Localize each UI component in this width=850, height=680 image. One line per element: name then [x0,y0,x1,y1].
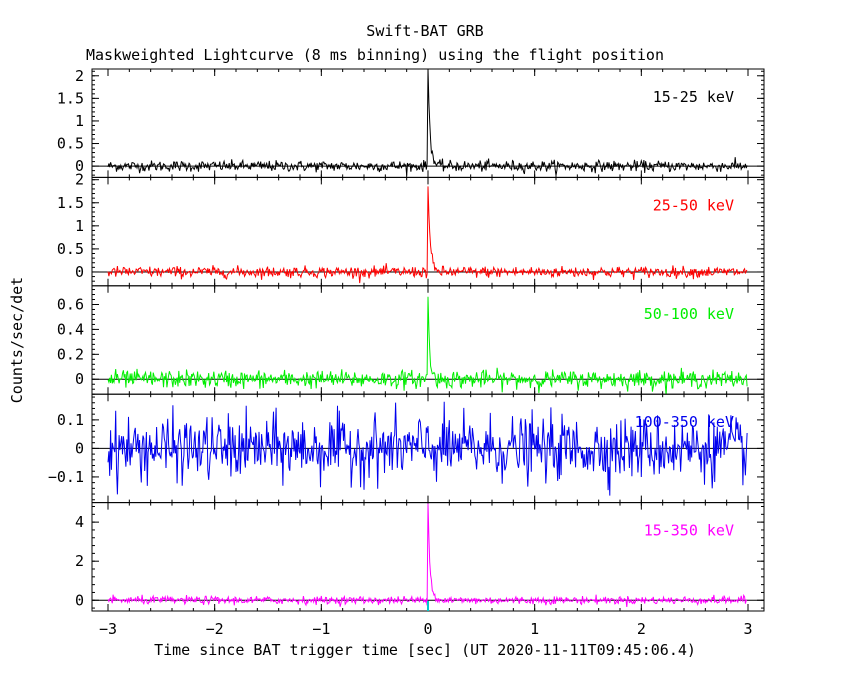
y-tick-label: 1.5 [57,194,84,212]
y-tick-label: 0 [75,439,84,457]
x-tick-label: −2 [206,620,224,638]
y-tick-label: 2 [75,552,84,570]
band-label: 15-350 keV [644,522,734,540]
x-tick-label: 3 [743,620,752,638]
panel-2: 0 0.5 1 1.5 2 25-50 keV [57,171,765,287]
y-tick-label: 2 [75,67,84,85]
x-tick-label: 2 [637,620,646,638]
y-tick-label: 0.4 [57,320,84,338]
y-tick-label: 0.5 [57,240,84,258]
y-tick-label: −0.1 [48,468,84,486]
panels-group: 0 0.5 1 1.5 2 15-25 keV 0 0.5 1 1.5 2 25-50 keV 0 0.2… [48,67,765,638]
y-tick-label: 2 [75,171,84,189]
band-label: 15-25 keV [653,88,734,106]
x-tick-label: 1 [530,620,539,638]
x-tick-label: −1 [312,620,330,638]
y-tick-label: 0.6 [57,295,84,313]
band-label: 50-100 keV [644,305,734,323]
y-tick-label: 0 [75,157,84,175]
series-line [107,186,748,284]
series-line [107,69,748,176]
series-line [107,296,748,395]
y-tick-label: 4 [75,513,84,531]
y-tick-label: 0 [75,591,84,609]
y-tick-label: 1 [75,217,84,235]
y-tick-label: 0.1 [57,411,84,429]
chart-subtitle: Maskweighted Lightcurve (8 ms binning) u… [86,46,664,64]
y-tick-label: 1 [75,112,84,130]
series-line [107,503,748,607]
y-axis-label: Counts/sec/det [8,277,26,403]
series-line [107,401,748,496]
chart-title: Swift-BAT GRB [366,22,483,40]
y-tick-label: 0 [75,263,84,281]
panel-4: −0.1 0 0.1 100-350 keV [48,393,765,504]
panel-1: 0 0.5 1 1.5 2 15-25 keV [57,67,765,178]
x-tick-label: 0 [423,620,432,638]
x-axis-label: Time since BAT trigger time [sec] (UT 20… [154,641,696,659]
band-label: 100-350 keV [635,413,734,431]
y-tick-label: 1.5 [57,89,84,107]
y-tick-label: 0.5 [57,135,84,153]
y-tick-label: 0 [75,370,84,388]
panel-3: 0 0.2 0.4 0.6 50-100 keV [57,285,765,395]
y-tick-label: 0.2 [57,345,84,363]
band-label: 25-50 keV [653,196,734,214]
panel-5: 0 2 4 15-350 keV [75,502,765,612]
x-tick-label: −3 [99,620,117,638]
